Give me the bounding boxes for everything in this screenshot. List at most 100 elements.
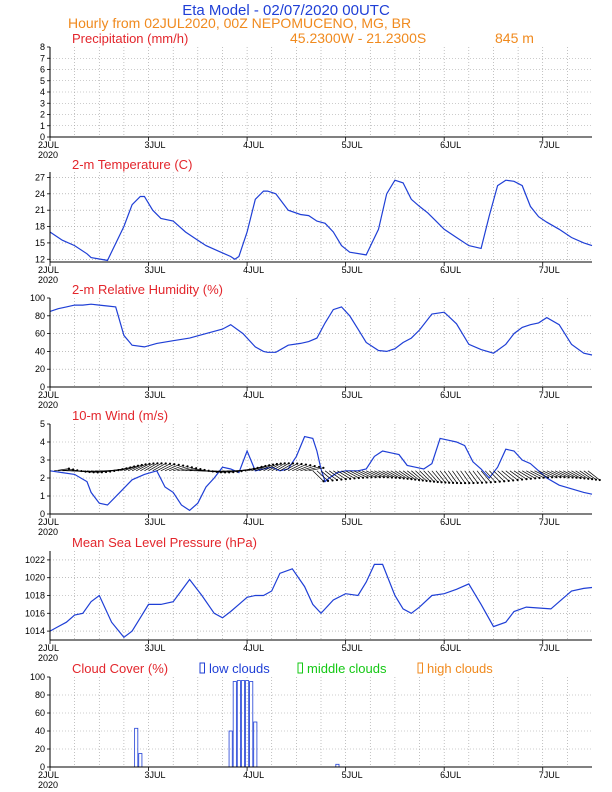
wind-barb [452,470,462,484]
wind-barb-head [144,463,147,466]
wind-barb [575,470,589,480]
cloud-bar [253,721,258,768]
rh-ytick-label: 80 [35,311,45,321]
precip-xtick-label: 5JUL [342,140,363,150]
wind-barb [279,463,294,472]
wind-barb [283,463,298,472]
wind-barb-head [555,476,558,479]
legend-swatch [297,662,303,674]
wind-barb [415,470,427,482]
legend-entry: high clouds [427,661,493,676]
wind-barb [419,470,431,482]
rh-panel: 2-m Relative Humidity (%) 0 20 40 60 80 100 2JU… [30,282,593,410]
wind-barb [275,462,289,472]
cloud-year-label: 2020 [38,780,58,790]
wind-barb [386,470,401,479]
temp-ytick-label: 12 [35,254,45,264]
cloud-ytick-label: 20 [35,744,45,754]
wind-barb [563,470,577,479]
wind-barb [296,464,311,472]
wind-barb-head [357,476,360,480]
wind-barb [431,470,442,483]
precip-xtick-label: 4JUL [243,140,264,150]
wind-barb-head [516,478,519,482]
wind-barb-head [476,481,479,484]
wind-barb-head [361,476,365,479]
wind-barb [509,470,523,480]
wind-barb [402,470,416,480]
wind-barb [140,463,154,472]
wind-barb [177,466,192,472]
temp-xtick-label: 7JUL [539,265,560,275]
wind-barb-head [440,481,443,484]
legend-entry: low clouds [209,661,270,676]
wind-barb [435,470,446,483]
wind-barb-head [414,478,417,481]
wind-barb-head [67,467,71,470]
wind-series-line [49,435,593,512]
temp-xtick-label: 4JUL [243,265,264,275]
wind-barb [522,470,536,479]
wind-barb [571,470,585,479]
wind-barb [152,463,166,472]
temp-xtick-label: 3JUL [145,265,166,275]
coordinates-label: 45.2300W - 21.2300S [290,30,426,46]
rh-title: 2-m Relative Humidity (%) [72,282,223,297]
wind-barb-head [186,465,189,468]
wind-barb-head [429,480,432,483]
wind-barb [222,470,238,473]
wind-barb [127,464,142,472]
wind-barb [349,470,364,479]
wind-barb [173,466,188,472]
temp-xtick-label: 2JUL [38,265,59,275]
mslp-xtick-label: 6JUL [440,643,461,653]
precip-ytick-label: 0 [40,132,45,142]
cloud-bar [249,681,254,768]
temp-ytick-label: 27 [35,172,45,182]
wind-barb [78,470,94,473]
precip-xtick-label: 7JUL [539,140,560,150]
wind-barb-head [331,479,334,482]
wind-barb-head [378,476,381,479]
temp-series-line [49,179,593,262]
wind-barb [337,470,351,480]
wind-barb-head [451,481,455,484]
wind-barb [345,470,359,479]
wind-barb [554,470,569,478]
wind-barb-head [398,476,401,480]
wind-barb-head [480,481,484,484]
wind-barb-head [271,463,275,466]
cloud-bar [245,680,250,768]
mslp-ytick-label: 1016 [25,608,45,618]
wind-barb [168,465,184,472]
wind-barb [82,470,98,473]
cloud-ytick-label: 60 [35,708,45,718]
precip-xtick-label: 3JUL [145,140,166,150]
wind-barb [382,470,397,479]
wind-barb [320,470,333,481]
mslp-ytick-label: 1022 [25,555,45,565]
rh-xtick-label: 6JUL [440,390,461,400]
wind-barb [119,466,135,472]
wind-barb-head [417,478,421,482]
wind-barb-head [340,478,343,481]
wind-barb [579,470,593,480]
wind-barb-head [432,480,436,483]
wind-xtick-label: 6JUL [440,517,461,527]
wind-barb-head [304,463,308,466]
rh-xtick-label: 3JUL [145,390,166,400]
wind-barb [304,466,320,472]
wind-barb-head [551,476,554,479]
wind-barb-head [291,462,295,465]
wind-barb-head [195,467,198,470]
wind-barb [542,470,557,478]
wind-barb-head [571,476,574,479]
wind-barb [370,470,384,478]
wind-barb [189,469,205,472]
cloud-xtick-label: 7JUL [539,770,560,780]
wind-barb-head [335,478,339,482]
rh-ytick-label: 20 [35,364,45,374]
precip-ytick-label: 7 [40,53,45,63]
wind-barb-head [421,479,424,482]
